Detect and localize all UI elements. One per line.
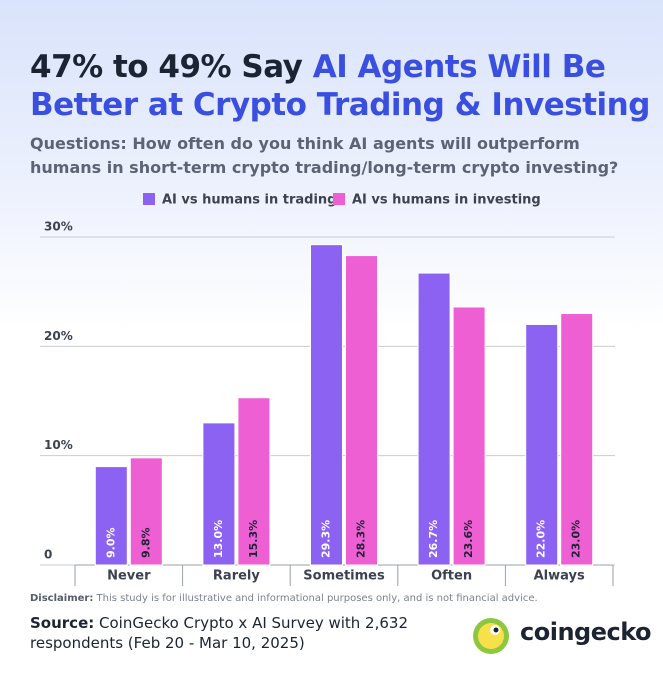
x-tick-label: Always [534,569,585,584]
disclaimer-text: This study is for illustrative and infor… [96,593,538,604]
source: Source: CoinGecko Crypto x AI Survey wit… [30,613,450,653]
value-label: 28.3% [355,520,368,558]
chart-subtitle: Questions: How often do you think AI age… [30,134,619,177]
x-tick-label: Rarely [213,569,260,584]
x-tick-label: Often [431,569,472,584]
legend-swatch [333,193,345,205]
value-label: 9.0% [104,527,117,558]
logo [473,618,509,654]
bar [94,466,128,566]
brand: coingecko [520,618,652,646]
value-label: 22.0% [535,520,548,558]
bar [452,306,486,566]
bar [129,457,163,566]
source-text: CoinGecko Crypto x AI Survey with 2,632 … [30,614,408,652]
y-tick-label: 30% [44,220,73,234]
y-tick-label: 20% [44,329,73,343]
bar [237,397,271,566]
y-tick-label: 0 [44,548,52,562]
value-label: 9.8% [139,527,152,558]
value-label: 13.0% [212,520,225,558]
disclaimer-label: Disclaimer: [30,593,94,604]
legend-label: AI vs humans in trading [162,193,336,208]
value-label: 15.3% [247,520,260,558]
bar [345,255,378,566]
disclaimer: Disclaimer: This study is for illustrati… [30,593,538,604]
legend-label: AI vs humans in investing [352,193,541,208]
value-label: 23.0% [570,520,583,558]
source-label: Source: [30,614,95,632]
x-tick-label: Sometimes [303,569,385,584]
value-label: 29.3% [320,520,333,558]
value-label: 26.7% [427,520,440,558]
title-highlight: AI Agents Will Be Better at Crypto Tradi… [30,49,650,123]
y-tick-label: 10% [44,438,73,452]
bar [310,244,343,566]
bar [417,272,451,566]
bar [202,422,236,566]
chart-title: 47% to 49% Say AI Agents Will Be Better … [30,48,650,124]
value-label: 23.6% [462,520,475,558]
bar [525,323,559,566]
legend-swatch [143,193,155,205]
x-tick-label: Never [107,569,151,584]
bar [560,313,594,566]
title-plain: 47% to 49% Say [30,49,303,85]
